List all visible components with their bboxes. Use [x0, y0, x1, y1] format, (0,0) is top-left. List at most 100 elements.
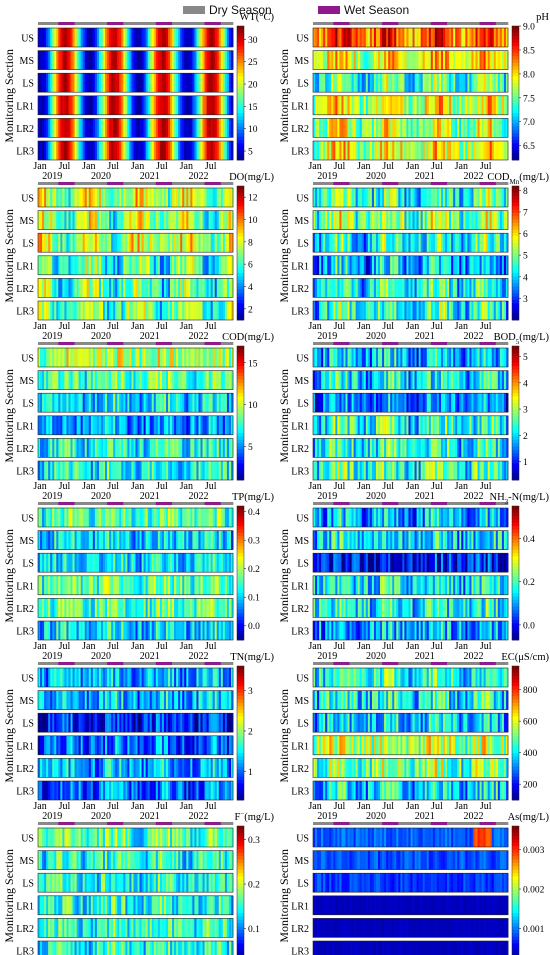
year-tick-label: 2019	[42, 171, 62, 182]
heatmap-cell	[457, 348, 460, 367]
heatmap-cell	[50, 255, 53, 275]
heatmap-cell	[129, 141, 132, 160]
heatmap-cell	[159, 393, 163, 413]
season-strip-segment	[410, 502, 415, 505]
heatmap-cell	[434, 348, 438, 367]
heatmap-cell	[125, 553, 128, 573]
heatmap-cell	[44, 530, 47, 550]
heatmap-cell	[54, 278, 57, 298]
heatmap-cell	[404, 233, 407, 253]
heatmap-cell	[475, 73, 478, 93]
heatmap-cell	[487, 255, 491, 275]
colorbar-segment	[512, 226, 519, 230]
heatmap-cell	[198, 95, 201, 115]
heatmap-cell	[367, 393, 371, 413]
heatmap-cell	[230, 255, 234, 275]
heatmap-cell	[125, 461, 128, 480]
season-strip-segment	[455, 342, 460, 345]
heatmap-cell	[147, 621, 151, 640]
heatmap-cell	[48, 210, 51, 230]
heatmap-cell	[408, 28, 411, 47]
heatmap-cell	[129, 233, 132, 253]
heatmap-cell	[378, 415, 381, 435]
heatmap-cell	[172, 188, 175, 207]
heatmap-cell	[165, 415, 169, 435]
heatmap-cell	[210, 621, 214, 640]
heatmap-cell	[74, 118, 77, 138]
heatmap-cell	[147, 508, 151, 527]
colorbar-segment	[237, 299, 244, 304]
heatmap-cell	[469, 73, 472, 93]
heatmap-cell	[149, 530, 153, 550]
heatmap-cell	[321, 393, 324, 413]
heatmap-cell	[471, 255, 474, 275]
heatmap-cell	[455, 188, 458, 207]
heatmap-cell	[163, 393, 167, 413]
heatmap-cell	[337, 95, 340, 115]
heatmap-cell	[54, 73, 57, 93]
season-strip-segment	[467, 182, 472, 185]
heatmap-cell	[58, 210, 61, 230]
heatmap-cell	[66, 28, 69, 47]
heatmap-cell	[96, 621, 100, 640]
heatmap-cell	[355, 301, 359, 320]
heatmap-cell	[202, 301, 205, 320]
heatmap-row-frame	[312, 255, 509, 276]
heatmap-cell	[371, 278, 375, 298]
heatmap-cell	[198, 255, 201, 275]
colorbar-tick-label: 6	[523, 230, 528, 240]
season-strip-segment	[90, 182, 96, 185]
heatmap-cell	[222, 393, 226, 413]
month-tick-label: Jan	[180, 321, 193, 332]
heatmap-cell	[74, 95, 77, 115]
heatmap-cell	[388, 95, 391, 115]
year-tick-label: 2020	[91, 171, 111, 182]
heatmap-cell	[443, 28, 446, 47]
heatmap-cell	[339, 188, 342, 207]
heatmap-cell	[335, 28, 338, 47]
heatmap-cell	[355, 233, 359, 253]
colorbar-tick-label: 2	[523, 432, 528, 442]
heatmap-cell	[84, 461, 88, 480]
heatmap-cell	[196, 301, 199, 320]
heatmap-cell	[440, 461, 444, 480]
heatmap-cell	[402, 73, 405, 93]
heatmap-row-frame	[37, 438, 234, 458]
season-strip-segment	[463, 182, 468, 185]
heatmap-cell	[422, 28, 426, 47]
heatmap-cell	[66, 370, 69, 390]
heatmap-cell	[66, 278, 69, 298]
heatmap-cell	[210, 530, 214, 550]
heatmap-cell	[214, 188, 218, 207]
heatmap-cell	[420, 188, 424, 207]
heatmap-cell	[145, 73, 149, 93]
heatmap-cell	[471, 415, 474, 435]
heatmap-cell	[58, 621, 61, 640]
month-tick-label: Jul	[382, 161, 394, 172]
heatmap-cell	[505, 141, 509, 160]
heatmap-cell	[68, 621, 71, 640]
heatmap-cell	[182, 301, 185, 320]
heatmap-cell	[412, 461, 415, 480]
season-strip-segment	[147, 502, 153, 505]
heatmap-cell	[100, 508, 104, 527]
heatmap-cell	[192, 233, 195, 253]
heatmap-cell	[135, 233, 138, 253]
heatmap-cell	[414, 255, 417, 275]
colorbar-segment	[237, 619, 244, 624]
heatmap-cell	[369, 188, 373, 207]
heatmap-cell	[218, 188, 222, 207]
colorbar-segment	[237, 413, 244, 417]
heatmap-cell	[206, 370, 210, 390]
year-tick-label: 2021	[415, 171, 435, 182]
heatmap-cell	[117, 73, 120, 93]
heatmap-cell	[48, 73, 51, 93]
season-strip-segment	[430, 182, 436, 185]
heatmap-cell	[88, 141, 92, 160]
heatmap-cell	[170, 621, 173, 640]
heatmap-cell	[188, 508, 191, 527]
heatmap-cell	[208, 553, 212, 573]
season-strip-segment	[378, 502, 383, 505]
heatmap-cell	[315, 438, 318, 458]
heatmap-cell	[214, 301, 218, 320]
